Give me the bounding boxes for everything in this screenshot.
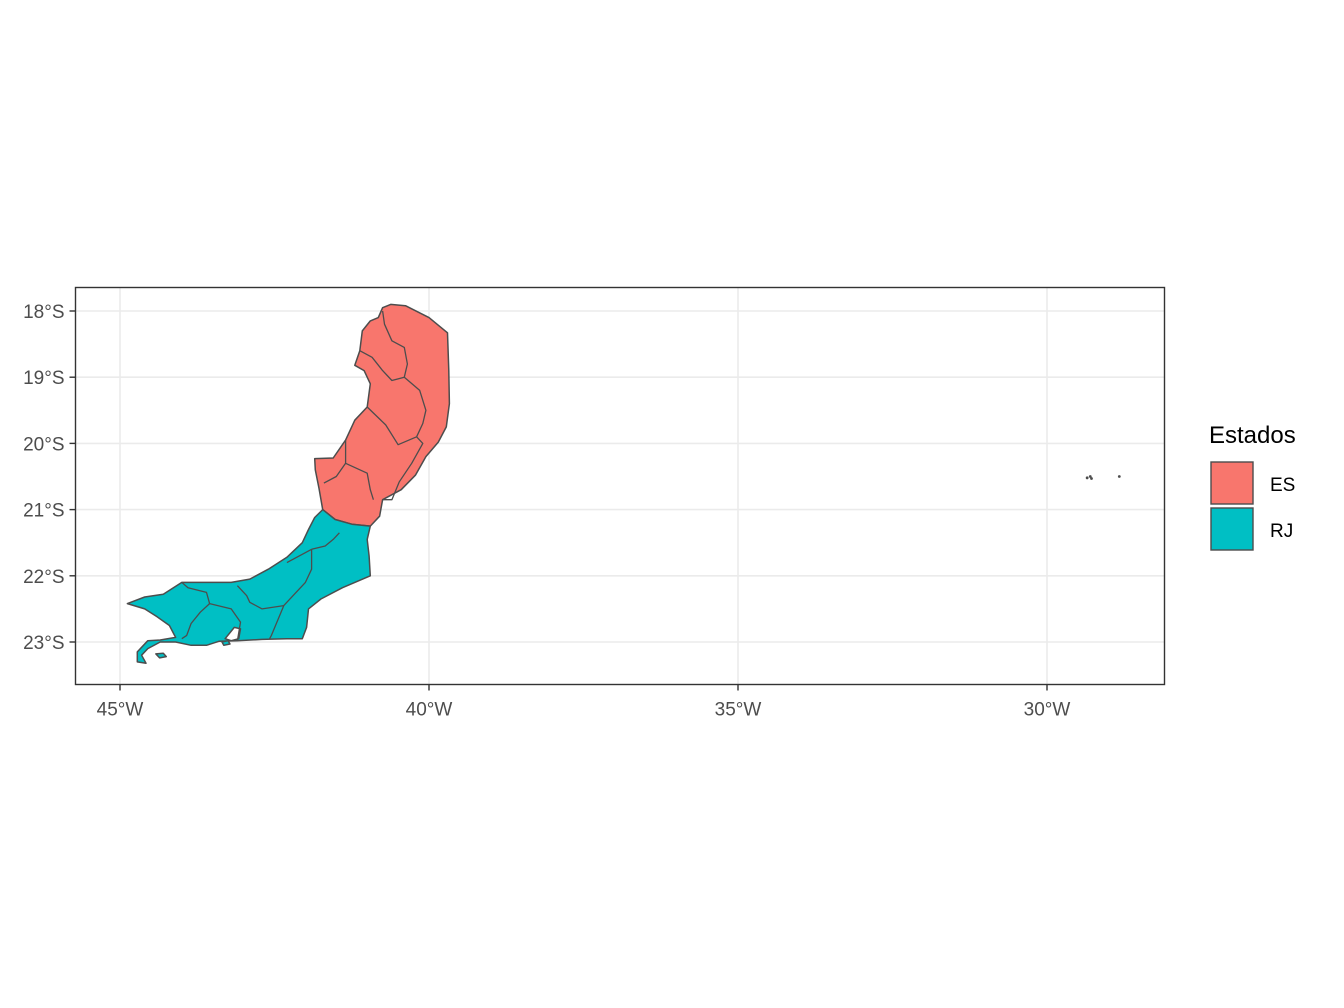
y-tick-label: 18°S <box>23 302 64 323</box>
municipal-border <box>359 350 427 446</box>
state-region-rj <box>126 508 372 664</box>
legend-label-es: ES <box>1270 475 1295 496</box>
y-tick-label: 22°S <box>23 567 64 588</box>
municipal-border <box>286 548 312 564</box>
region-borders <box>181 310 427 641</box>
x-tick-label: 40°W <box>406 700 453 721</box>
x-tick-label: 35°W <box>715 700 762 721</box>
island-shape <box>155 652 168 659</box>
axes: 45°W 40°W 35°W 30°W 18°S 19°S 20°S 21°S 22°S 23°S <box>23 302 1070 721</box>
municipal-border <box>181 603 211 640</box>
legend: Estados ES RJ <box>1209 422 1296 551</box>
gridlines <box>75 287 1165 685</box>
municipal-border <box>381 310 409 378</box>
municipal-border <box>345 462 375 500</box>
panel-border <box>74 286 1166 686</box>
y-tick-label: 20°S <box>23 434 64 455</box>
municipal-border <box>323 440 347 484</box>
municipal-border <box>269 549 313 640</box>
municipal-border <box>311 532 340 550</box>
bay-shape <box>224 626 242 642</box>
legend-swatch-es <box>1210 461 1254 505</box>
island-speck <box>1117 475 1121 478</box>
island-shape <box>221 639 231 647</box>
municipal-border <box>382 436 424 501</box>
island-speck <box>1085 476 1089 480</box>
legend-title: Estados <box>1209 422 1296 449</box>
y-tick-label: 23°S <box>23 633 64 654</box>
municipal-border <box>236 585 284 610</box>
legend-swatch-rj <box>1210 507 1254 551</box>
y-tick-label: 19°S <box>23 368 64 389</box>
x-tick-label: 45°W <box>97 700 144 721</box>
island-speck <box>1090 477 1093 480</box>
state-regions <box>126 303 1121 664</box>
y-tick-label: 21°S <box>23 501 64 522</box>
x-tick-label: 30°W <box>1024 700 1071 721</box>
legend-label-rj: RJ <box>1270 521 1293 542</box>
